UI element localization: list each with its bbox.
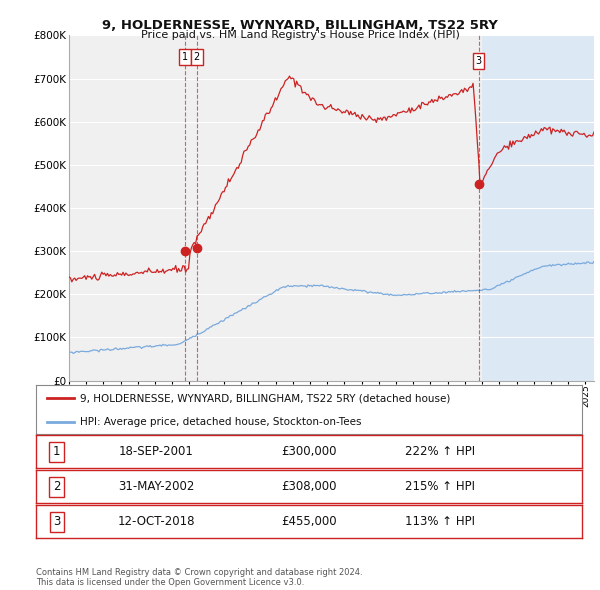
Text: Price paid vs. HM Land Registry's House Price Index (HPI): Price paid vs. HM Land Registry's House … xyxy=(140,30,460,40)
Text: £455,000: £455,000 xyxy=(281,515,337,528)
Text: HPI: Average price, detached house, Stockton-on-Tees: HPI: Average price, detached house, Stoc… xyxy=(80,417,361,427)
Text: 12-OCT-2018: 12-OCT-2018 xyxy=(118,515,195,528)
Text: 18-SEP-2001: 18-SEP-2001 xyxy=(119,445,194,458)
Text: 2: 2 xyxy=(53,480,61,493)
Text: £308,000: £308,000 xyxy=(281,480,337,493)
Text: £300,000: £300,000 xyxy=(281,445,337,458)
Text: 1: 1 xyxy=(182,52,188,62)
Bar xyxy=(482,35,594,381)
Text: 9, HOLDERNESSE, WYNYARD, BILLINGHAM, TS22 5RY: 9, HOLDERNESSE, WYNYARD, BILLINGHAM, TS2… xyxy=(102,19,498,32)
Text: 113% ↑ HPI: 113% ↑ HPI xyxy=(405,515,475,528)
Text: 1: 1 xyxy=(53,445,61,458)
Text: Contains HM Land Registry data © Crown copyright and database right 2024.
This d: Contains HM Land Registry data © Crown c… xyxy=(36,568,362,587)
Text: 3: 3 xyxy=(475,56,482,66)
Text: 9, HOLDERNESSE, WYNYARD, BILLINGHAM, TS22 5RY (detached house): 9, HOLDERNESSE, WYNYARD, BILLINGHAM, TS2… xyxy=(80,394,450,404)
Text: 3: 3 xyxy=(53,515,61,528)
Text: 2: 2 xyxy=(194,52,200,62)
Text: 31-MAY-2002: 31-MAY-2002 xyxy=(118,480,194,493)
Text: 215% ↑ HPI: 215% ↑ HPI xyxy=(405,480,475,493)
Text: 222% ↑ HPI: 222% ↑ HPI xyxy=(405,445,475,458)
